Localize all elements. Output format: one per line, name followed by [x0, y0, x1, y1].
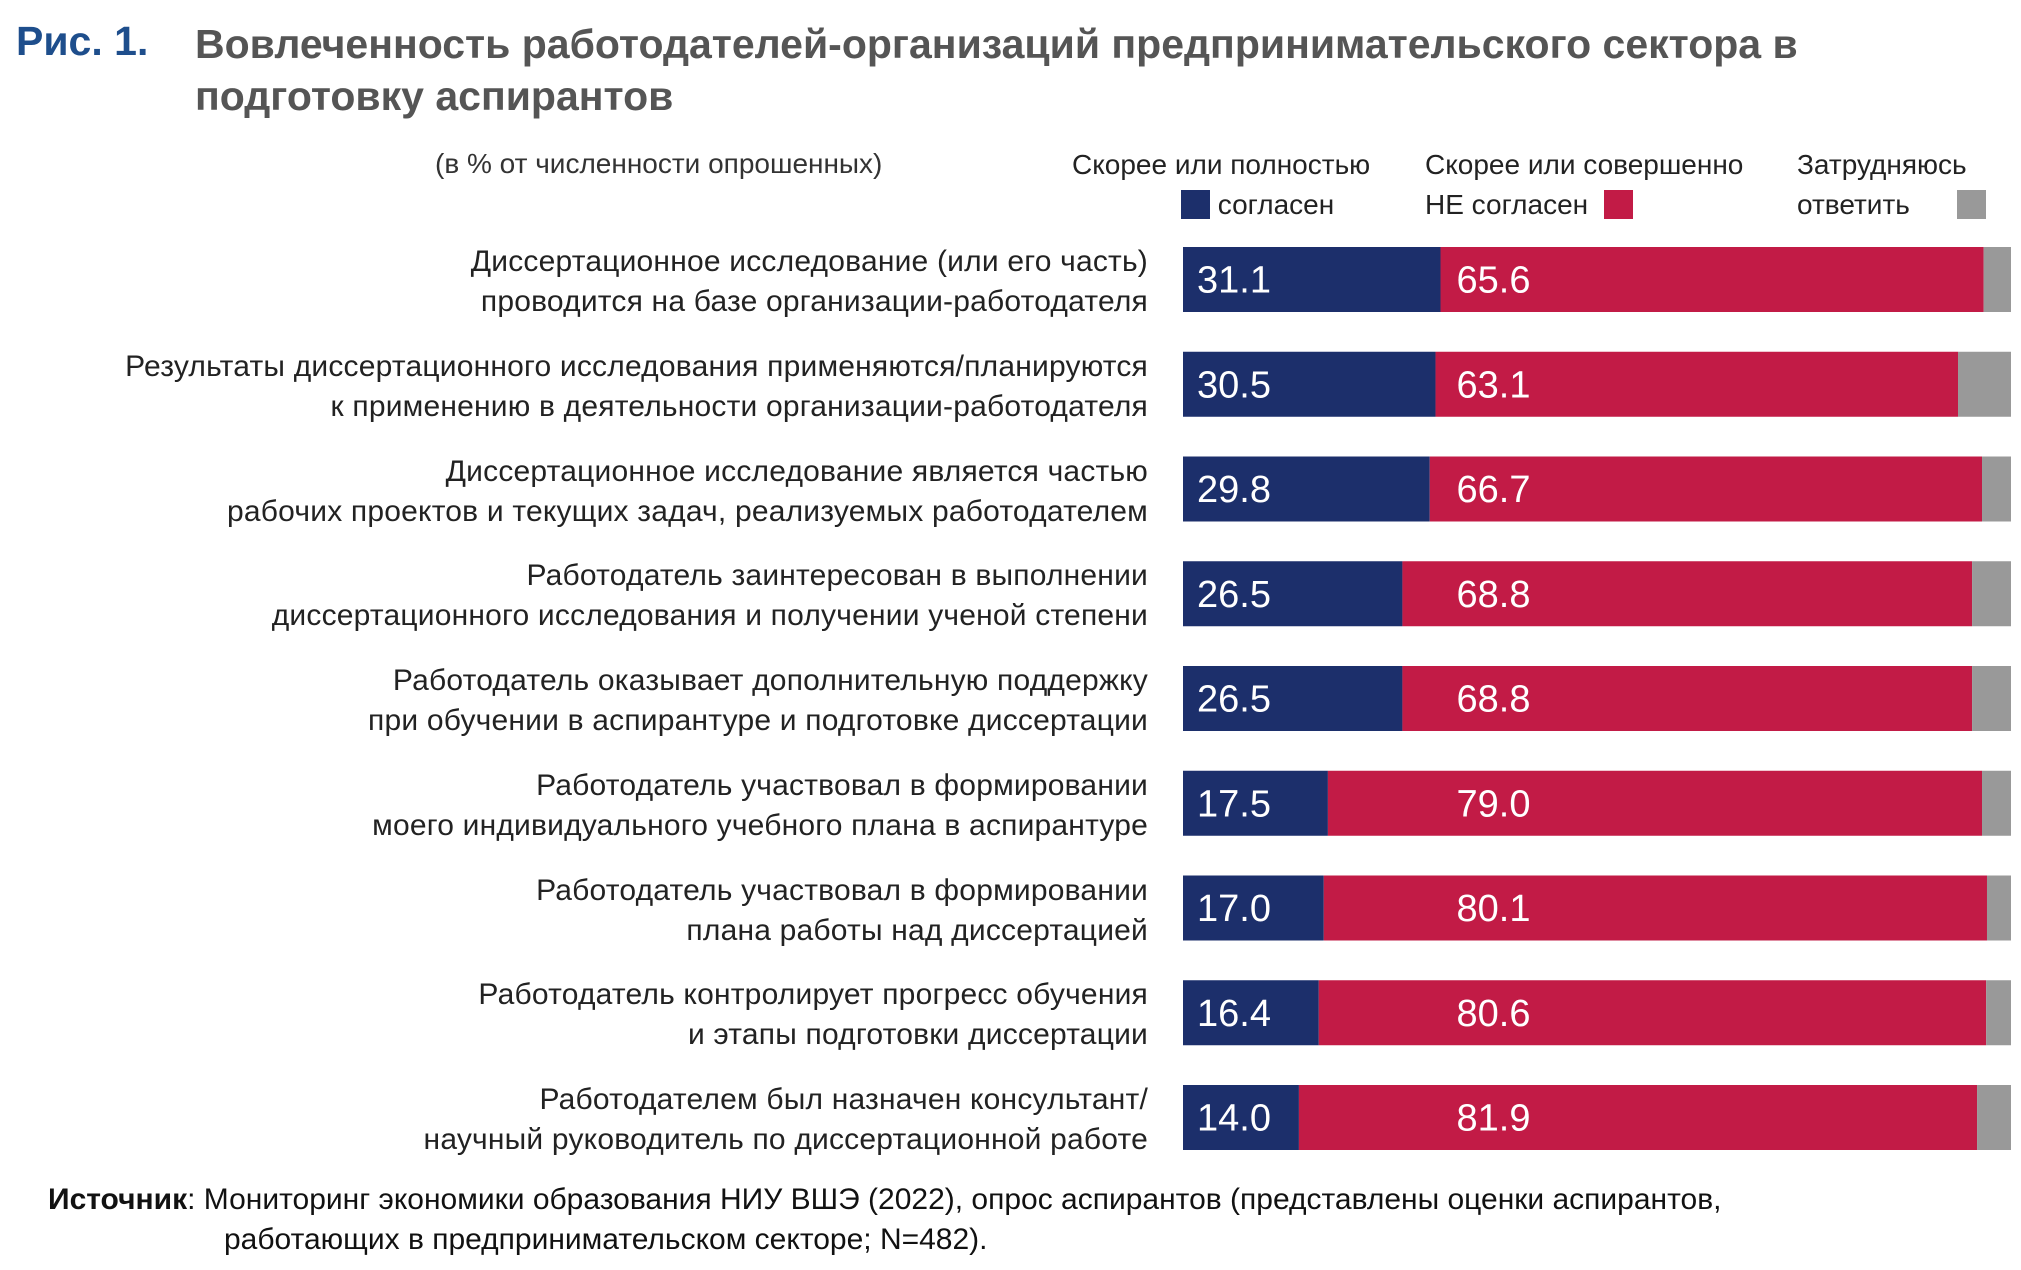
- legend-disagree-line2: НЕ согласен: [1425, 189, 1589, 220]
- category-label-line: к применению в деятельности организации-…: [330, 389, 1148, 423]
- category-label-line: моего индивидуального учебного плана в а…: [372, 808, 1148, 842]
- figure-label: Рис. 1.: [16, 18, 149, 64]
- legend-agree: Скорее или полностью согласен: [1072, 145, 1370, 225]
- source-text-line1: : Мониторинг экономики образования НИУ В…: [187, 1183, 1722, 1216]
- value-label-agree: 26.5: [1197, 679, 1271, 721]
- value-label-disagree: 80.6: [1457, 993, 1531, 1035]
- bar-disagree: [1429, 456, 1983, 522]
- value-label-agree: 26.5: [1197, 574, 1271, 616]
- bar-hard: [1983, 247, 2011, 312]
- category-label-line: Работодатель участвовал в формировании: [536, 768, 1148, 802]
- legend-hard-swatch: [1956, 190, 1986, 219]
- bar-hard: [1986, 875, 2011, 941]
- bar-disagree: [1402, 666, 1973, 731]
- figure-title: Вовлеченность работодателей-организаций …: [195, 21, 1798, 119]
- source-note: Источник: Мониторинг экономики образован…: [48, 1180, 1721, 1260]
- value-label-disagree: 68.8: [1457, 574, 1531, 616]
- bar-agree: [1183, 770, 1328, 836]
- value-label-agree: 14.0: [1197, 1098, 1271, 1140]
- legend-hard-line1: Затрудняюсь: [1797, 149, 1967, 180]
- bar-agree: [1183, 561, 1403, 627]
- bar-hard: [1958, 351, 2011, 417]
- category-label-line: диссертационного исследования и получени…: [271, 599, 1148, 633]
- category-label: Работодатель заинтересован в выполнении д…: [8, 556, 1148, 636]
- bar-disagree: [1435, 351, 1959, 417]
- category-label-line: при обучении в аспирантуре и подготовке …: [368, 704, 1148, 737]
- bar-hard: [1986, 980, 2011, 1046]
- source-label: Источник: [48, 1183, 188, 1216]
- category-label-line: научный руководитель по диссертационной …: [423, 1123, 1148, 1156]
- category-label-line: плана работы над диссертацией: [686, 913, 1148, 947]
- source-text-line2: работающих в предпринимательском секторе…: [224, 1223, 988, 1256]
- bar-hard: [1982, 770, 2011, 836]
- bar-agree: [1183, 980, 1319, 1046]
- value-label-disagree: 68.8: [1457, 679, 1531, 721]
- category-label-line: Работодателем был назначен консультант/: [539, 1083, 1148, 1116]
- bar-hard: [1972, 666, 2011, 731]
- units-note: (в % от численности опрошенных): [435, 148, 883, 179]
- value-label-disagree: 81.9: [1457, 1098, 1531, 1140]
- legend-disagree: Скорее или совершенно НЕ согласен: [1425, 145, 1743, 225]
- bar-disagree: [1323, 875, 1987, 941]
- bar-disagree: [1402, 561, 1973, 627]
- bar-agree: [1183, 666, 1403, 731]
- category-label-line: Работодатель оказывает дополнительную по…: [392, 664, 1148, 697]
- category-label-line: и этапы подготовки диссертации: [687, 1018, 1148, 1052]
- category-label-line: Работодатель контролирует прогресс обуче…: [478, 978, 1148, 1012]
- value-label-agree: 17.5: [1197, 783, 1271, 825]
- value-label-agree: 29.8: [1197, 469, 1271, 511]
- bar-disagree: [1318, 980, 1987, 1046]
- value-label-disagree: 79.0: [1457, 783, 1531, 825]
- legend-hard-line2: ответить: [1797, 189, 1910, 220]
- value-label-agree: 30.5: [1197, 364, 1271, 406]
- bar-agree: [1183, 247, 1441, 312]
- category-label: Работодатель оказывает дополнительную по…: [8, 661, 1148, 741]
- bar-agree: [1183, 875, 1324, 941]
- legend-disagree-swatch: [1603, 190, 1633, 219]
- bar-hard: [1982, 456, 2011, 522]
- legend-disagree-line1: Скорее или совершенно: [1425, 149, 1744, 180]
- value-label-agree: 31.1: [1197, 260, 1271, 302]
- category-label-line: Работодатель участвовал в формировании: [536, 873, 1148, 907]
- category-label: Работодатель участвовал в формировании мо…: [8, 766, 1148, 846]
- category-label-line: Диссертационное исследование (или его ча…: [470, 245, 1148, 278]
- category-label: Диссертационное исследование (или его ча…: [8, 242, 1148, 322]
- legend-agree-swatch: [1181, 190, 1210, 219]
- bar-agree: [1183, 351, 1436, 417]
- category-label-line: проводится на базе организации-работодат…: [480, 285, 1148, 318]
- legend-agree-line1: Скорее или полностью: [1072, 149, 1371, 180]
- bar-agree: [1183, 1085, 1299, 1150]
- category-label-line: Диссертационное исследование является ча…: [445, 454, 1148, 488]
- value-label-disagree: 65.6: [1457, 260, 1531, 302]
- legend-hard: Затрудняюсь ответить: [1797, 145, 1986, 225]
- category-label-line: Работодатель заинтересован в выполнении: [526, 559, 1148, 593]
- category-label: Диссертационное исследование является ча…: [8, 452, 1148, 532]
- bar-agree: [1183, 456, 1430, 522]
- bar-disagree: [1298, 1085, 1978, 1150]
- value-label-disagree: 66.7: [1457, 469, 1531, 511]
- value-label-disagree: 80.1: [1457, 888, 1531, 930]
- value-label-agree: 16.4: [1197, 993, 1271, 1035]
- bar-disagree: [1327, 770, 1983, 836]
- category-label: Работодатель контролирует прогресс обуче…: [8, 975, 1148, 1055]
- bar-hard: [1977, 1085, 2011, 1150]
- category-label: Работодатель участвовал в формировании пл…: [8, 871, 1148, 951]
- category-label: Результаты диссертационного исследования…: [8, 347, 1148, 427]
- value-label-agree: 17.0: [1197, 888, 1271, 930]
- legend-agree-line2: согласен: [1217, 189, 1335, 220]
- category-label-line: Результаты диссертационного исследования…: [125, 349, 1148, 383]
- value-label-disagree: 63.1: [1457, 364, 1531, 406]
- bar-hard: [1972, 561, 2011, 627]
- category-label-line: рабочих проектов и текущих задач, реализ…: [227, 494, 1148, 528]
- bar-disagree: [1440, 247, 1984, 312]
- category-label: Работодателем был назначен консультант/н…: [8, 1080, 1148, 1160]
